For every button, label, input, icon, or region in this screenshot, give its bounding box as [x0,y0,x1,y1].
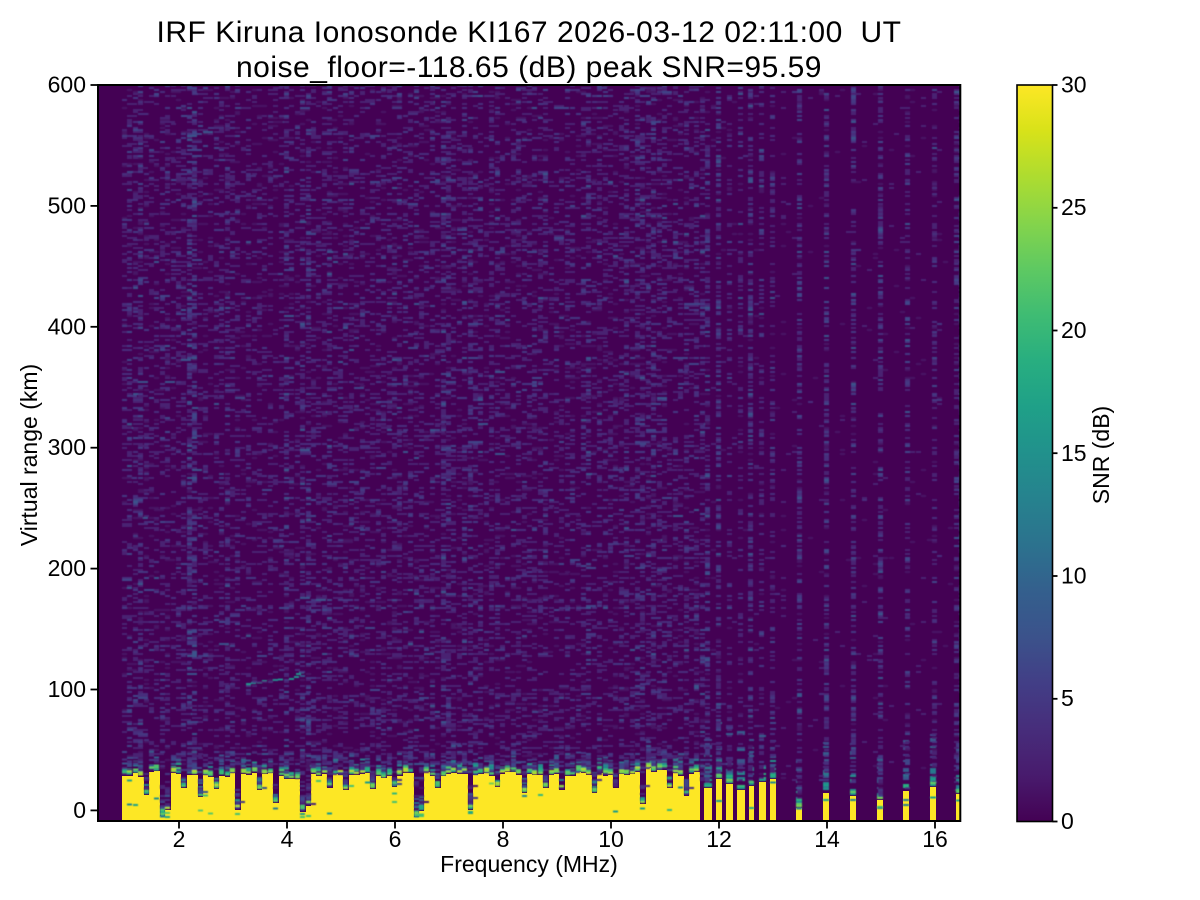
svg-text:IRF Kiruna Ionosonde KI167 202: IRF Kiruna Ionosonde KI167 2026-03-12 02… [157,16,902,49]
svg-text:6: 6 [389,826,402,852]
svg-text:8: 8 [497,826,510,852]
svg-text:SNR (dB): SNR (dB) [1088,406,1114,504]
svg-text:500: 500 [48,192,86,218]
svg-text:200: 200 [48,555,86,581]
svg-text:Virtual range (km): Virtual range (km) [16,364,42,546]
svg-text:10: 10 [598,826,624,852]
svg-text:100: 100 [48,676,86,702]
svg-text:14: 14 [814,826,840,852]
svg-text:400: 400 [48,313,86,339]
svg-text:30: 30 [1061,72,1087,98]
svg-text:600: 600 [48,72,86,98]
svg-text:noise_floor=-118.65 (dB) peak: noise_floor=-118.65 (dB) peak SNR=95.59 [236,51,822,84]
svg-text:2: 2 [173,826,186,852]
svg-text:20: 20 [1061,317,1087,343]
svg-text:0: 0 [1061,808,1074,834]
svg-text:300: 300 [48,434,86,460]
svg-text:Frequency (MHz): Frequency (MHz) [440,851,618,877]
svg-text:12: 12 [706,826,732,852]
svg-text:0: 0 [73,797,86,823]
svg-text:25: 25 [1061,194,1087,220]
svg-text:4: 4 [281,826,294,852]
svg-text:10: 10 [1061,563,1087,589]
svg-text:16: 16 [922,826,948,852]
svg-text:15: 15 [1061,440,1087,466]
svg-text:5: 5 [1061,685,1074,711]
